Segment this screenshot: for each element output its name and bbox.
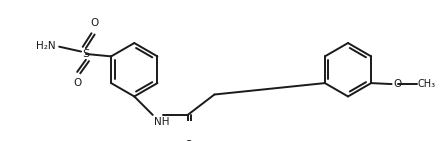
Text: O: O — [73, 78, 81, 88]
Text: O: O — [393, 79, 401, 89]
Text: O: O — [185, 140, 193, 141]
Text: H₂N: H₂N — [36, 41, 55, 51]
Text: O: O — [90, 18, 99, 28]
Text: NH: NH — [154, 117, 169, 127]
Text: CH₃: CH₃ — [418, 79, 436, 89]
Text: S: S — [82, 49, 90, 59]
